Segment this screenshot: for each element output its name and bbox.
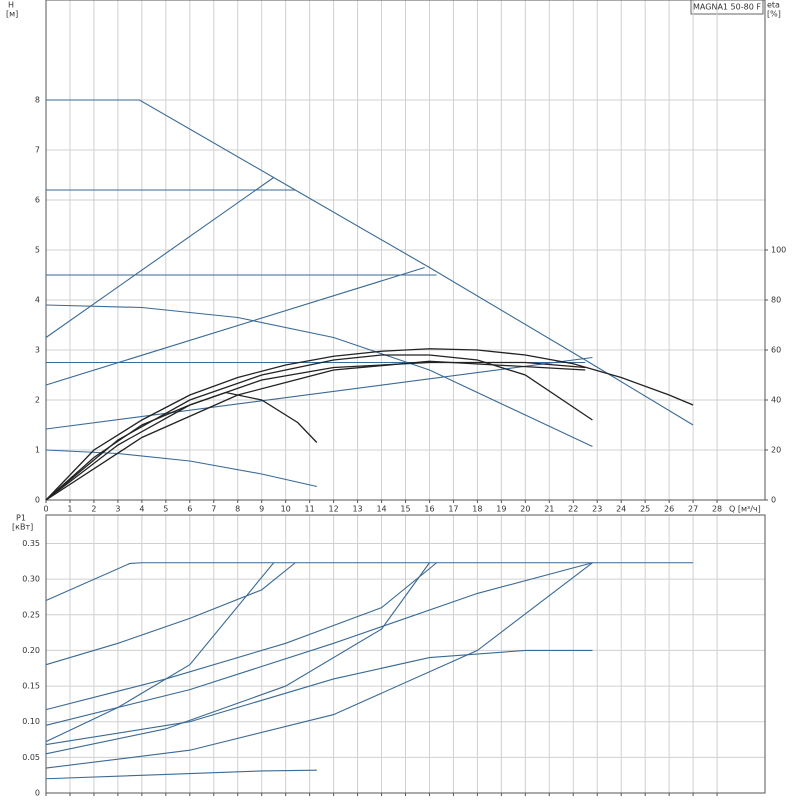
y-tick-label: 0.25: [22, 610, 40, 619]
x-tick-label: 16: [424, 505, 434, 514]
title-box: [690, 0, 764, 15]
curve: [45, 562, 430, 755]
x-tick-label: 17: [448, 505, 458, 514]
y2-unit: [%]: [767, 10, 781, 19]
curve: [46, 99, 694, 426]
x-tick-label: 9: [259, 505, 264, 514]
x-tick-label: 4: [139, 505, 144, 514]
y-tick-label: 0.05: [22, 753, 40, 762]
y-tick-label: 0: [35, 789, 40, 798]
x-tick-label: 3: [115, 505, 120, 514]
x-tick-label: 26: [664, 505, 674, 514]
y-tick-label: 0: [35, 496, 40, 505]
y-tick-label: 0.35: [22, 539, 40, 548]
curve: [45, 562, 275, 743]
curve: [45, 348, 694, 501]
curve: [45, 769, 317, 780]
curve: [45, 354, 593, 501]
y2-tick-label: 20: [771, 446, 781, 455]
curve: [45, 562, 438, 711]
curve: [45, 177, 274, 338]
x-tick-label: 1: [67, 505, 72, 514]
y-tick-label: 5: [35, 246, 40, 255]
x-tick-label: 25: [640, 505, 650, 514]
x-tick-label: 23: [592, 505, 602, 514]
x-tick-label: 28: [712, 505, 722, 514]
x-tick-label: 6: [187, 505, 192, 514]
plot-frame: [45, 0, 766, 501]
y-tick-label: 3: [35, 346, 40, 355]
y-unit: [м]: [6, 10, 18, 19]
chart-title: MAGNA1 50-80 F: [693, 3, 761, 12]
y-tick-label: 0.10: [22, 717, 40, 726]
curve: [45, 266, 425, 386]
y-tick-label: 7: [35, 146, 40, 155]
y-tick-label: 4: [35, 296, 40, 305]
curve: [45, 562, 593, 769]
curve: [45, 391, 318, 501]
y-tick-label: 0.30: [22, 575, 40, 584]
curve: [45, 649, 593, 746]
x-tick-label: 5: [163, 505, 168, 514]
curve: [45, 562, 593, 726]
x-tick-label: 10: [281, 505, 291, 514]
y-tick-label: 6: [35, 196, 40, 205]
x-tick-label: 27: [688, 505, 698, 514]
y-tick-label: 0.20: [22, 646, 40, 655]
y2-tick-label: 60: [771, 346, 781, 355]
x-label: Q [м³/ч]: [729, 505, 761, 514]
curve: [45, 361, 586, 501]
x-tick-label: 8: [235, 505, 240, 514]
y-tick-label: 1: [35, 446, 40, 455]
y-unit: [кВт]: [12, 523, 33, 532]
y-tick-label: 2: [35, 396, 40, 405]
y2-tick-label: 100: [771, 246, 786, 255]
x-tick-label: 0: [43, 505, 48, 514]
plot-frame: [45, 514, 766, 794]
y-label: P1: [16, 514, 26, 523]
x-tick-label: 13: [352, 505, 362, 514]
x-tick-label: 14: [376, 505, 386, 514]
x-tick-label: 18: [472, 505, 482, 514]
x-tick-label: 20: [520, 505, 530, 514]
y2-tick-label: 80: [771, 296, 781, 305]
x-tick-label: 24: [616, 505, 626, 514]
x-tick-label: 12: [329, 505, 339, 514]
y-tick-label: 8: [35, 96, 40, 105]
x-tick-label: 19: [496, 505, 506, 514]
x-tick-label: 7: [211, 505, 216, 514]
y2-label: eta: [767, 1, 780, 10]
x-tick-label: 2: [91, 505, 96, 514]
x-tick-label: 15: [400, 505, 410, 514]
x-tick-label: 22: [568, 505, 578, 514]
curve: [45, 562, 694, 602]
y2-tick-label: 0: [771, 496, 776, 505]
curve: [45, 360, 586, 501]
curve: [45, 562, 296, 666]
y-tick-label: 0.15: [22, 682, 40, 691]
curve: [45, 304, 593, 447]
x-tick-label: 21: [544, 505, 554, 514]
curve: [45, 356, 593, 430]
y-label: H: [8, 1, 14, 10]
x-tick-label: 11: [305, 505, 315, 514]
y2-tick-label: 40: [771, 396, 781, 405]
curve: [45, 449, 317, 488]
